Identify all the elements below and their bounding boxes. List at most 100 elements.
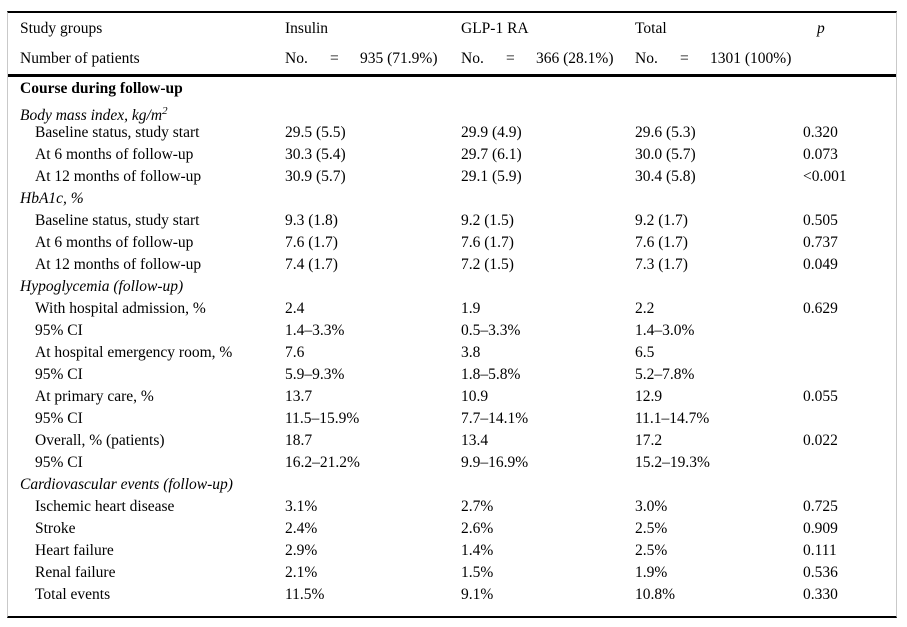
total-value: 15.2–19.3% [635,454,710,471]
total-value: 5.2–7.8% [635,366,695,383]
glp1ra-value: 9.1% [461,586,494,603]
insulin-n-cell: No. = 935 (71.9%) [285,50,461,68]
glp1ra-value: 7.6 (1.7) [461,234,514,251]
insulin-value: 2.4 [285,300,305,317]
table-row: Heart failure 2.9% 1.4% 2.5% 0.111 [8,540,896,562]
table-row: 95% CI 1.4–3.3% 0.5–3.3% 1.4–3.0% [8,320,896,342]
insulin-value: 7.6 [285,344,305,361]
table-row: Renal failure 2.1% 1.5% 1.9% 0.536 [8,562,896,584]
row-label: With hospital admission, % [20,298,285,320]
glp1ra-value: 7.2 (1.5) [461,256,514,273]
row-label: Stroke [20,518,285,540]
row-label-text: At 12 months of follow-up [35,256,202,273]
total-n-value: 1301 (100%) [710,50,792,67]
header-row-groups: Study groups Insulin GLP-1 RA Total p [8,14,896,44]
insulin-value: 30.9 (5.7) [285,168,346,185]
p-value: 0.909 [803,520,838,537]
equals-sign: = [680,50,689,67]
p-value: 0.629 [803,300,838,317]
header-study-groups: Study groups [20,20,103,37]
table-row: 95% CI 11.5–15.9% 7.7–14.1% 11.1–14.7% [8,408,896,430]
table-row: At 6 months of follow-up 30.3 (5.4) 29.7 (… [8,144,896,166]
glp1ra-value: 1.4% [461,542,494,559]
table-row: 95% CI 5.9–9.3% 1.8–5.8% 5.2–7.8% [8,364,896,386]
insulin-value: 11.5% [285,586,325,603]
total-value: 17.2 [635,432,663,449]
row-label-text: Stroke [35,520,76,537]
insulin-value: 7.6 (1.7) [285,234,338,251]
row-label: At 12 months of follow-up [20,166,285,188]
p-value: 0.022 [803,432,838,449]
table-row: At 12 months of follow-up 7.4 (1.7) 7.2 (1… [8,254,896,276]
glp1ra-value: 2.7% [461,498,494,515]
insulin-value: 5.9–9.3% [285,366,345,383]
table-row: HbA1c, % [8,188,896,210]
total-value: 29.6 (5.3) [635,124,696,141]
total-value: 3.0% [635,498,668,515]
row-label-text: Baseline status, study start [35,124,200,141]
row-label-text: Renal failure [35,564,116,581]
glp1ra-value: 9.2 (1.5) [461,212,514,229]
row-label: At 12 months of follow-up [20,254,285,276]
row-label: Baseline status, study start [20,210,285,232]
row-label: 95% CI [20,452,285,474]
header-number-of-patients: Number of patients [20,50,140,67]
table-row: Body mass index, kg/m2 [8,100,896,124]
table-row: Baseline status, study start 29.5 (5.5) 29… [8,122,896,144]
row-label-text: With hospital admission, % [35,300,206,317]
table-row: With hospital admission, % 2.4 1.9 2.2 0.629 [8,298,896,320]
total-value: 7.6 (1.7) [635,234,688,251]
insulin-n-value: 935 (71.9%) [360,50,438,67]
row-label: Overall, % (patients) [20,430,285,452]
row-label: Body mass index, kg/m2 [20,100,285,127]
total-value: 7.3 (1.7) [635,256,688,273]
total-value: 2.2 [635,300,655,317]
row-label: Course during follow-up [20,78,285,100]
row-label: 95% CI [20,408,285,430]
total-value: 2.5% [635,520,668,537]
row-label: HbA1c, % [20,188,285,210]
row-label-text: 95% CI [35,410,83,427]
p-value: 0.536 [803,564,838,581]
glp1ra-value: 10.9 [461,388,489,405]
insulin-value: 16.2–21.2% [285,454,360,471]
no-label: No. [635,50,658,67]
total-n-cell: No. = 1301 (100%) [635,50,803,68]
glp1ra-value: 7.7–14.1% [461,410,529,427]
p-value: 0.049 [803,256,838,273]
row-label-text: Baseline status, study start [35,212,200,229]
insulin-value: 29.5 (5.5) [285,124,346,141]
insulin-value: 9.3 (1.8) [285,212,338,229]
row-label: Total events [20,584,285,606]
header-divider-rule [8,74,896,77]
total-value: 1.9% [635,564,668,581]
row-label-text: HbA1c, % [20,190,84,207]
study-groups-table: Study groups Insulin GLP-1 RA Total p Nu… [7,11,897,618]
table-row: At primary care, % 13.7 10.9 12.9 0.055 [8,386,896,408]
p-value: 0.111 [803,542,837,559]
row-label: Ischemic heart disease [20,496,285,518]
total-value: 30.4 (5.8) [635,168,696,185]
p-value: 0.737 [803,234,838,251]
row-label-text: Hypoglycemia (follow-up) [20,278,184,295]
glp1ra-value: 1.9 [461,300,481,317]
table-row: At 6 months of follow-up 7.6 (1.7) 7.6 (1.… [8,232,896,254]
insulin-value: 3.1% [285,498,318,515]
row-label: 95% CI [20,320,285,342]
table-row: Course during follow-up [8,78,896,100]
row-label-text: Total events [35,586,111,603]
insulin-value: 7.4 (1.7) [285,256,338,273]
glp1ra-value: 1.8–5.8% [461,366,521,383]
header-insulin: Insulin [285,20,329,37]
equals-sign: = [330,50,339,67]
insulin-value: 2.4% [285,520,318,537]
row-label: At hospital emergency room, % [20,342,285,364]
total-value: 9.2 (1.7) [635,212,688,229]
row-label-text: At hospital emergency room, % [35,344,233,361]
row-label-text: Heart failure [35,542,114,559]
row-label-text: Cardiovascular events (follow-up) [20,476,233,493]
table-row: Overall, % (patients) 18.7 13.4 17.2 0.022 [8,430,896,452]
glp1ra-value: 2.6% [461,520,494,537]
equals-sign: = [506,50,515,67]
